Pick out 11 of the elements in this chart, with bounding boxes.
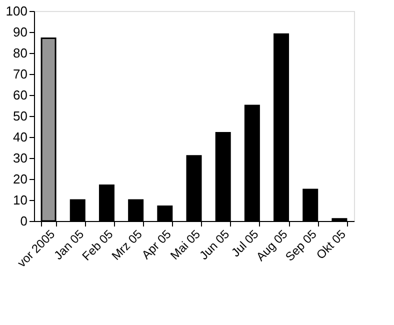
y-tick-label: 0 bbox=[20, 214, 28, 228]
y-tick-label: 50 bbox=[13, 108, 28, 124]
y-tick-label: 70 bbox=[13, 66, 28, 82]
y-tick-label: 60 bbox=[13, 88, 28, 102]
y-tick-label: 40 bbox=[13, 130, 28, 144]
y-tick-label: 30 bbox=[13, 150, 28, 166]
y-tick-label: 20 bbox=[13, 172, 28, 186]
y-tick-label: 90 bbox=[13, 24, 28, 40]
y-tick-label: 10 bbox=[13, 192, 28, 208]
y-tick-label: 100 bbox=[6, 4, 28, 18]
y-tick-label: 80 bbox=[13, 46, 28, 60]
